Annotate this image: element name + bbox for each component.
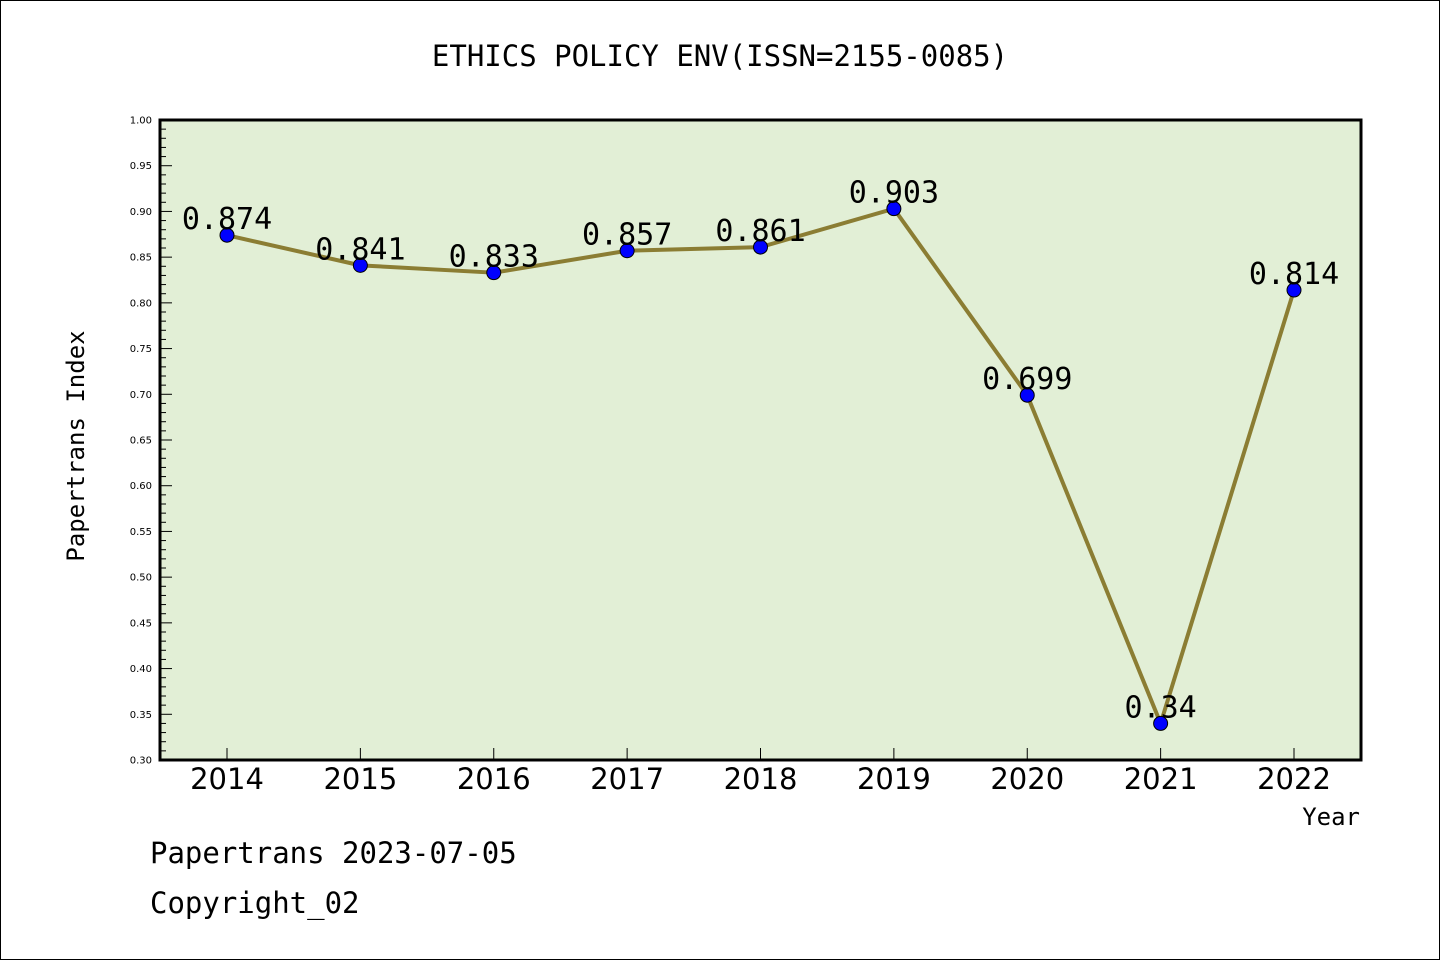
y-tick-label: 0.30	[130, 756, 152, 767]
x-axis: 2014 2015 2016 2017 2018 2019 2020 2021 2022	[190, 748, 1331, 796]
x-tick-label: 2021	[1124, 762, 1198, 796]
data-point	[219, 227, 235, 243]
data-point	[486, 265, 502, 281]
y-tick-label: 0.80	[130, 298, 152, 309]
data-label: 0.903	[849, 176, 939, 211]
data-label: 0.34	[1125, 690, 1197, 725]
x-tick-label: 2019	[857, 762, 931, 796]
y-tick-label: 0.85	[130, 253, 152, 264]
footer-copyright: Copyright_02	[150, 886, 360, 920]
data-point	[1153, 715, 1169, 731]
x-tick-label: 2017	[590, 762, 664, 796]
data-label: 0.874	[182, 202, 272, 237]
data-point	[619, 243, 635, 259]
y-tick-label: 0.90	[130, 207, 152, 218]
y-tick-label: 0.60	[130, 481, 152, 492]
data-label: 0.861	[715, 214, 805, 249]
y-tick-label: 1.00	[130, 116, 152, 127]
y-axis-label: Papertrans Index	[62, 330, 90, 561]
data-series: 0.874 0.841 0.833 0.857 0.861 0.903 0.699 0.34 0…	[182, 176, 1339, 731]
y-tick-label: 0.65	[130, 436, 152, 447]
data-label: 0.833	[449, 240, 539, 275]
data-label: 0.857	[582, 218, 672, 253]
plot-area	[160, 120, 1361, 760]
data-label: 0.841	[315, 232, 405, 267]
data-point	[886, 201, 902, 217]
data-point	[753, 239, 768, 255]
x-tick-label: 2014	[190, 762, 264, 796]
y-tick-label: 0.40	[130, 664, 152, 675]
y-tick-label: 0.50	[130, 573, 152, 584]
x-tick-label: 2018	[724, 762, 798, 796]
x-tick-label: 2020	[990, 762, 1064, 796]
footer-date-line: Papertrans 2023-07-05	[150, 836, 517, 870]
y-tick-label: 0.70	[130, 390, 152, 401]
x-axis-label: Year	[1302, 803, 1360, 831]
x-tick-label: 2022	[1257, 762, 1331, 796]
data-point	[352, 257, 368, 273]
x-tick-label: 2015	[323, 762, 397, 796]
data-point	[1286, 282, 1302, 298]
data-label: 0.699	[982, 362, 1072, 397]
y-tick-label: 0.55	[130, 527, 152, 538]
y-tick-label: 0.75	[130, 344, 152, 355]
plot-border	[158, 118, 1363, 762]
y-tick-label: 0.95	[130, 161, 152, 172]
data-point	[1019, 387, 1035, 403]
chart-title: ETHICS POLICY ENV(ISSN=2155-0085)	[432, 39, 1008, 73]
y-tick-label: 0.35	[130, 710, 152, 721]
y-tick-label: 0.45	[130, 618, 152, 629]
x-tick-label: 2016	[457, 762, 531, 796]
data-label: 0.814	[1249, 257, 1339, 292]
y-axis: 0.30 0.35 0.40 0.45 0.50 0.55 0.60 0.65 0.70 0.75…	[130, 116, 172, 767]
